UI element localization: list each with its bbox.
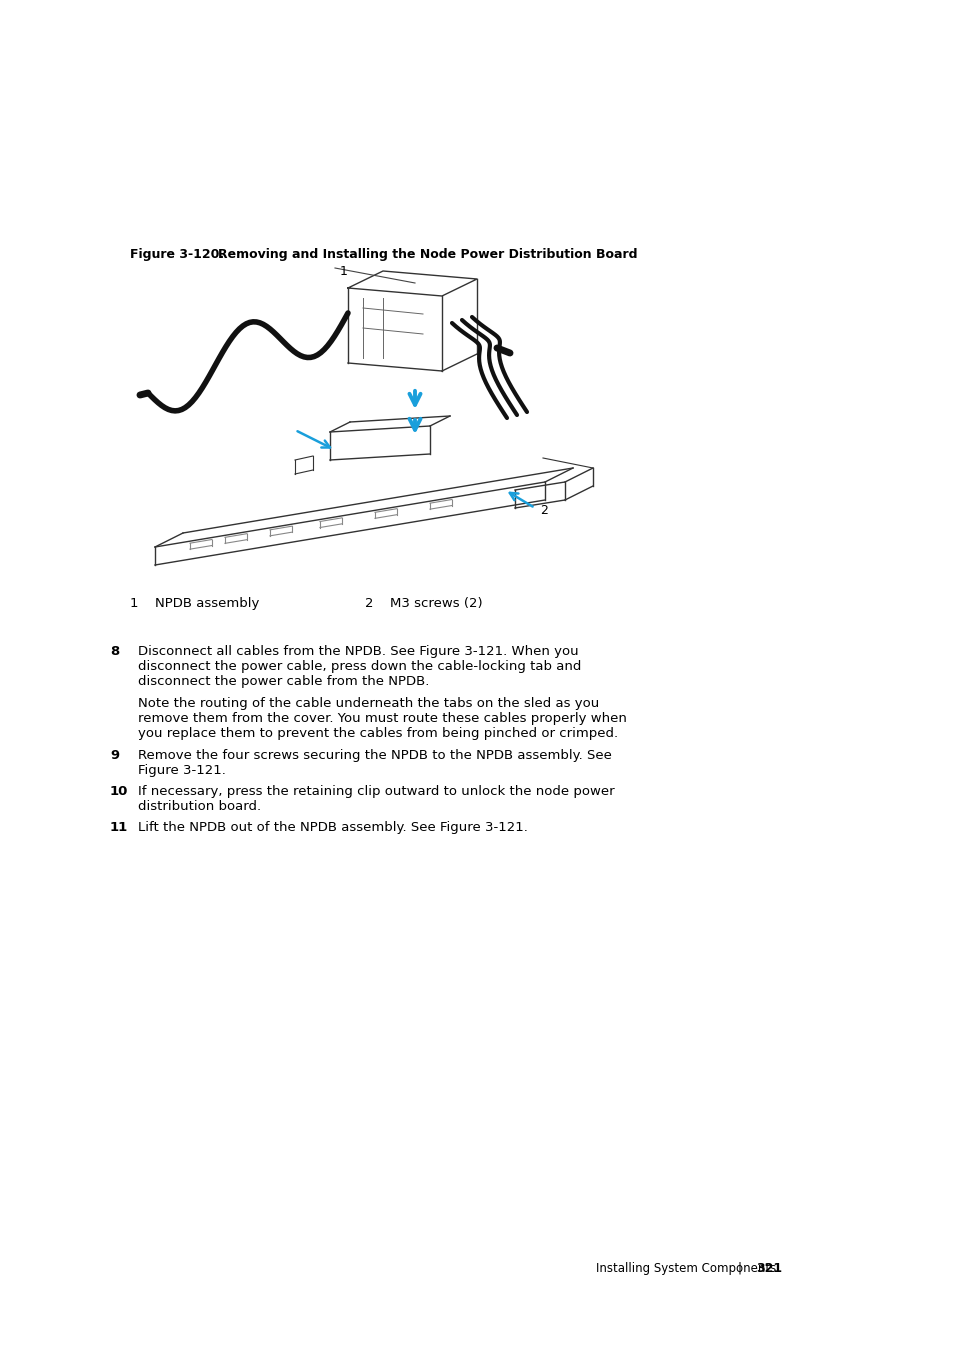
Text: Remove the four screws securing the NPDB to the NPDB assembly. See
Figure 3-121.: Remove the four screws securing the NPDB… (138, 749, 611, 778)
Text: Figure 3-120.: Figure 3-120. (130, 248, 224, 261)
Text: 1: 1 (130, 597, 138, 610)
Text: Disconnect all cables from the NPDB. See Figure 3-121. When you
disconnect the p: Disconnect all cables from the NPDB. See… (138, 645, 580, 688)
Text: 321: 321 (755, 1262, 781, 1274)
Text: 2: 2 (365, 597, 374, 610)
Text: 11: 11 (110, 821, 128, 834)
Text: |: | (738, 1262, 741, 1274)
Text: Removing and Installing the Node Power Distribution Board: Removing and Installing the Node Power D… (218, 248, 637, 261)
Text: Installing System Components: Installing System Components (596, 1262, 776, 1274)
Text: Note the routing of the cable underneath the tabs on the sled as you
remove them: Note the routing of the cable underneath… (138, 697, 626, 740)
Text: 10: 10 (110, 784, 129, 798)
Text: Lift the NPDB out of the NPDB assembly. See Figure 3-121.: Lift the NPDB out of the NPDB assembly. … (138, 821, 527, 834)
Text: M3 screws (2): M3 screws (2) (390, 597, 482, 610)
Text: If necessary, press the retaining clip outward to unlock the node power
distribu: If necessary, press the retaining clip o… (138, 784, 614, 813)
Text: NPDB assembly: NPDB assembly (154, 597, 259, 610)
Text: 2: 2 (539, 504, 547, 517)
Text: 9: 9 (110, 749, 119, 761)
Text: 8: 8 (110, 645, 119, 657)
Text: 1: 1 (339, 265, 348, 278)
